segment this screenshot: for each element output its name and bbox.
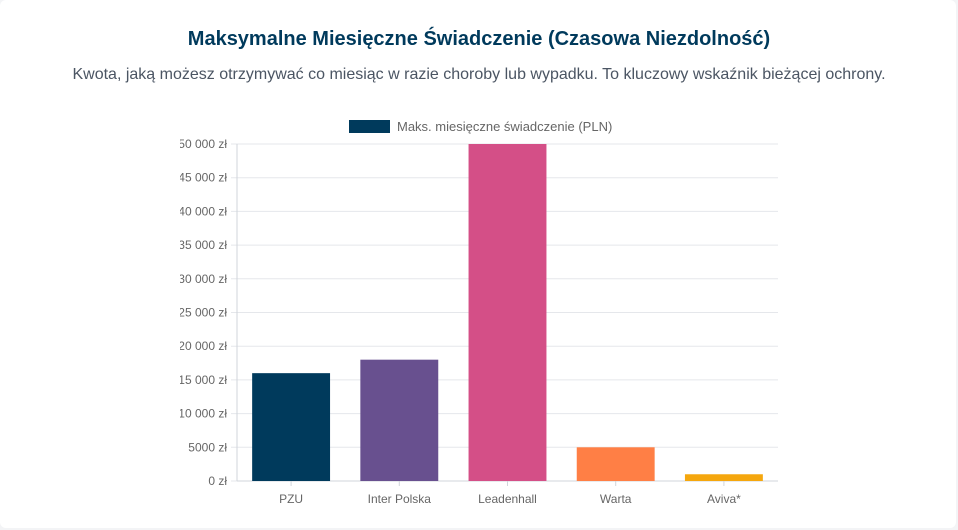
chart-subtitle: Kwota, jaką możesz otrzymywać co miesiąc…: [72, 66, 886, 83]
y-tick-label: 45 000 zł: [178, 171, 227, 185]
bar-leadenhall: [468, 144, 547, 481]
y-tick-label: 15 000 zł: [178, 373, 227, 387]
bar-aviva: [684, 474, 763, 481]
y-tick-label: 20 000 zł: [178, 339, 227, 353]
x-tick-label: Inter Polska: [368, 492, 432, 506]
chart-title: Maksymalne Miesięczne Świadczenie (Czaso…: [187, 28, 771, 50]
y-tick-label: 30 000 zł: [178, 272, 227, 286]
y-tick-label: 40 000 zł: [178, 204, 227, 218]
x-tick-label: Aviva*: [707, 492, 741, 506]
y-tick-label: 50 000 zł: [178, 137, 227, 151]
y-tick-label: 0 zł: [208, 474, 227, 488]
y-tick-label: 5000 zł: [188, 440, 227, 454]
x-tick-label: PZU: [279, 492, 303, 506]
bar-warta: [576, 447, 655, 481]
y-tick-label: 10 000 zł: [178, 407, 227, 421]
legend-swatch: [349, 120, 390, 133]
y-tick-label: 25 000 zł: [178, 306, 227, 320]
bar-pzu: [252, 373, 331, 481]
x-tick-label: Warta: [600, 492, 632, 506]
label-clip-mask: [0, 130, 180, 500]
y-tick-label: 35 000 zł: [178, 238, 227, 252]
bar-inter-polska: [360, 359, 439, 481]
x-tick-label: Leadenhall: [478, 492, 537, 506]
legend-label: Maks. miesięczne świadczenie (PLN): [397, 119, 612, 134]
